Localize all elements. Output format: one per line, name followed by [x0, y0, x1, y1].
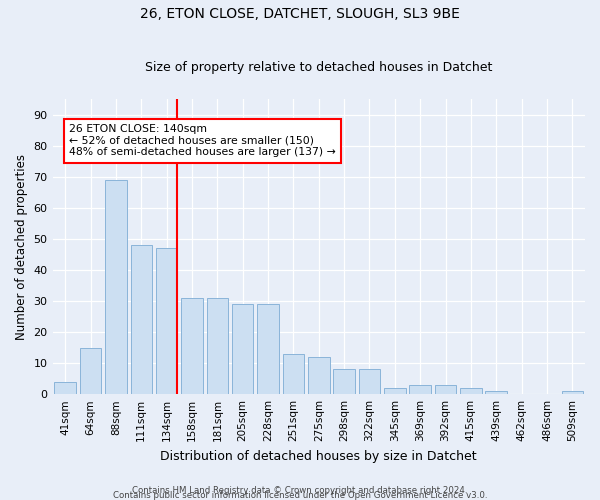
Bar — [562, 391, 583, 394]
Text: Contains public sector information licensed under the Open Government Licence v3: Contains public sector information licen… — [113, 491, 487, 500]
Bar — [435, 385, 457, 394]
Bar — [359, 370, 380, 394]
X-axis label: Distribution of detached houses by size in Datchet: Distribution of detached houses by size … — [160, 450, 477, 462]
Text: 26 ETON CLOSE: 140sqm
← 52% of detached houses are smaller (150)
48% of semi-det: 26 ETON CLOSE: 140sqm ← 52% of detached … — [69, 124, 336, 158]
Bar — [485, 391, 507, 394]
Bar — [232, 304, 253, 394]
Bar — [156, 248, 178, 394]
Bar — [206, 298, 228, 394]
Bar — [257, 304, 279, 394]
Bar — [384, 388, 406, 394]
Text: Contains HM Land Registry data © Crown copyright and database right 2024.: Contains HM Land Registry data © Crown c… — [132, 486, 468, 495]
Bar — [105, 180, 127, 394]
Bar — [308, 357, 329, 394]
Bar — [131, 245, 152, 394]
Title: Size of property relative to detached houses in Datchet: Size of property relative to detached ho… — [145, 62, 493, 74]
Bar — [80, 348, 101, 394]
Bar — [460, 388, 482, 394]
Y-axis label: Number of detached properties: Number of detached properties — [15, 154, 28, 340]
Bar — [409, 385, 431, 394]
Bar — [334, 370, 355, 394]
Bar — [55, 382, 76, 394]
Text: 26, ETON CLOSE, DATCHET, SLOUGH, SL3 9BE: 26, ETON CLOSE, DATCHET, SLOUGH, SL3 9BE — [140, 8, 460, 22]
Bar — [181, 298, 203, 394]
Bar — [283, 354, 304, 394]
